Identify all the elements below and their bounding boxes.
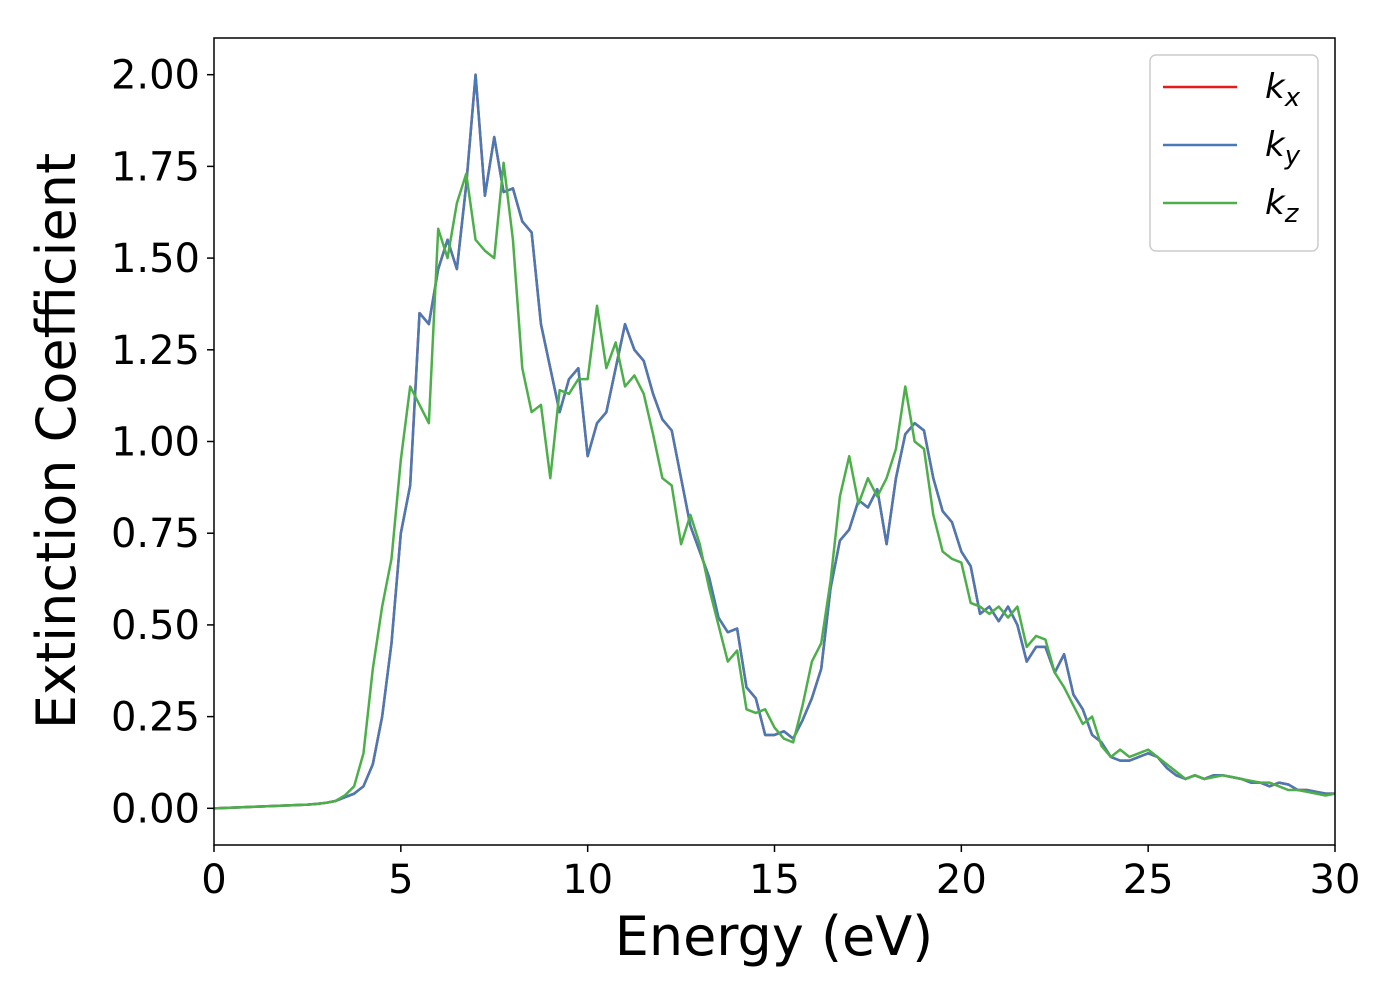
x-tick-label: 0 <box>201 857 226 903</box>
y-tick-label: 1.00 <box>111 420 200 466</box>
x-tick-label: 20 <box>936 857 987 903</box>
y-tick-label: 1.75 <box>111 144 200 190</box>
legend-label: kz <box>1265 183 1300 229</box>
legend: kx ky kz <box>1149 54 1319 252</box>
y-tick-label: 0.75 <box>111 511 200 557</box>
y-tick-label: 1.50 <box>111 236 200 282</box>
series-line <box>214 161 1335 810</box>
x-tick-label: 10 <box>562 857 613 903</box>
y-axis-label: Extinction Coefficient <box>25 153 88 729</box>
y-tick-label: 0.50 <box>111 603 200 649</box>
legend-label: ky <box>1265 125 1301 171</box>
series-line <box>214 73 1335 810</box>
legend-label: kx <box>1265 67 1301 113</box>
x-tick-label: 30 <box>1310 857 1361 903</box>
x-axis-label: Energy (eV) <box>615 905 934 968</box>
y-tick-label: 0.00 <box>111 786 200 832</box>
x-tick-label: 25 <box>1123 857 1174 903</box>
y-tick-label: 1.25 <box>111 328 200 374</box>
y-tick-label: 2.00 <box>111 53 200 99</box>
plot-frame <box>213 37 1336 846</box>
x-tick-label: 5 <box>388 857 413 903</box>
x-tick-label: 15 <box>749 857 800 903</box>
y-tick-label: 0.25 <box>111 695 200 741</box>
